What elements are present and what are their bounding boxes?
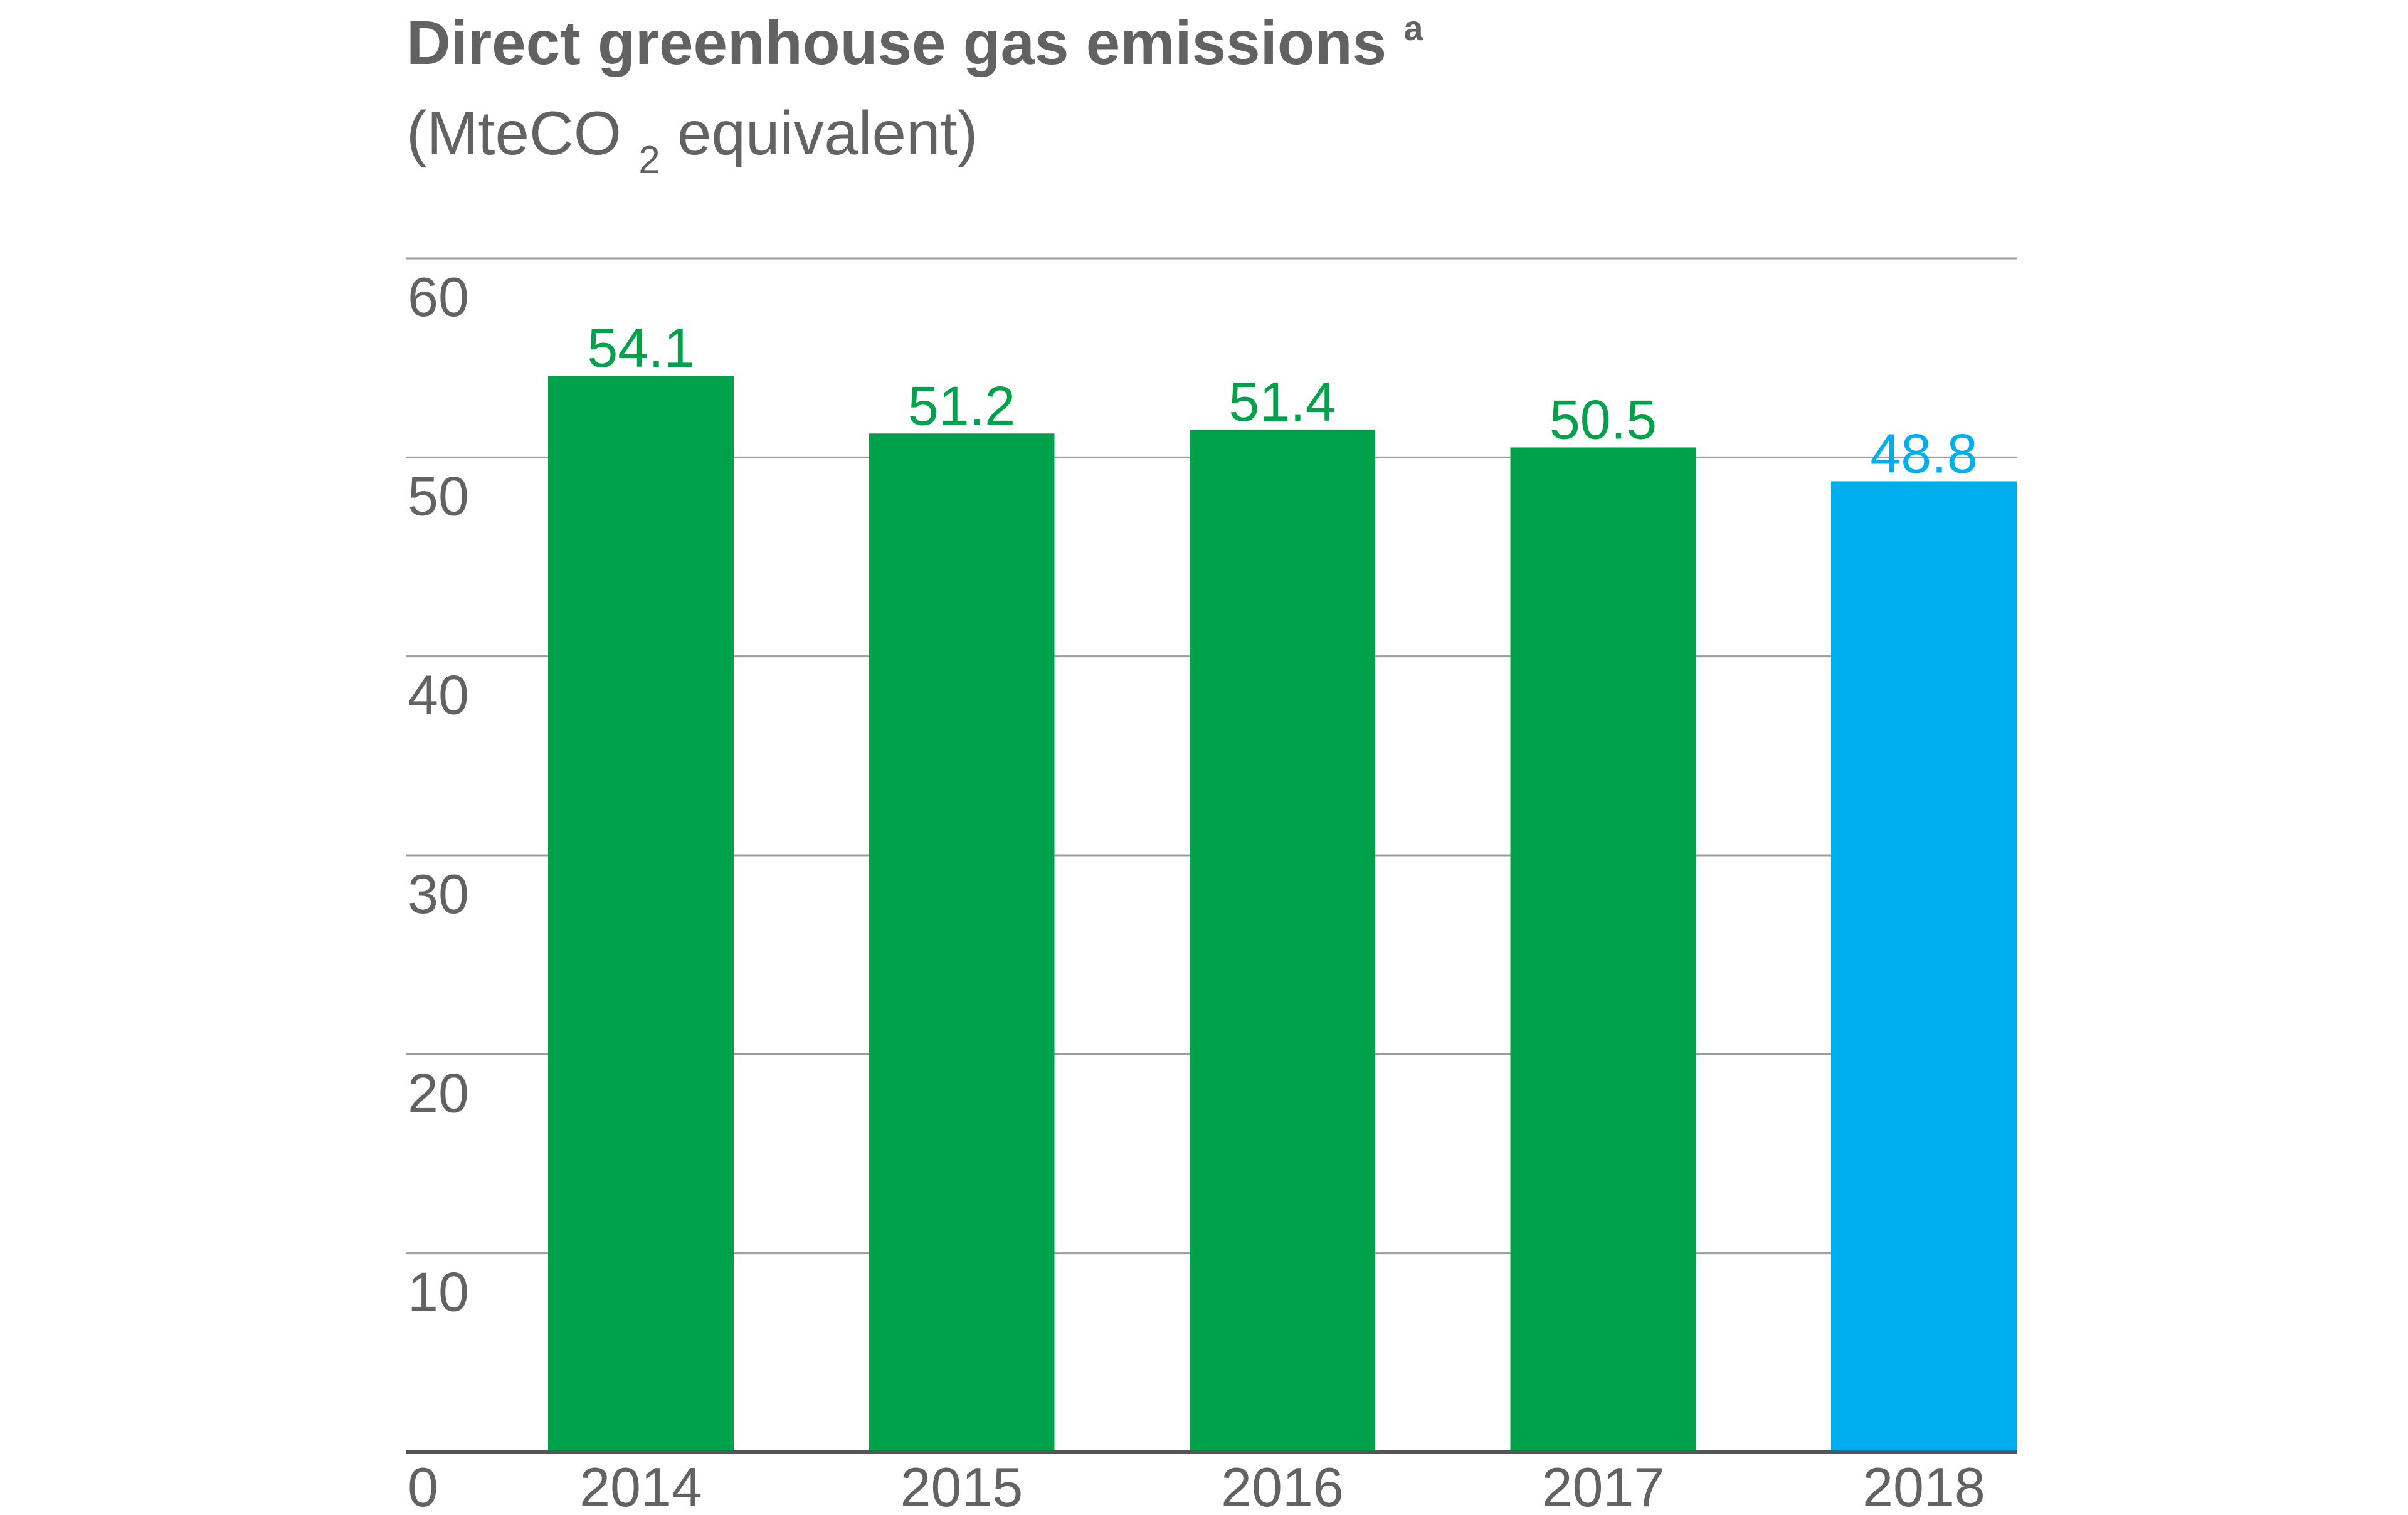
subtitle-unit-subscript: 2 [638, 139, 660, 182]
y-tick-label-20: 20 [408, 1062, 469, 1124]
data-label-2018: 48.8 [1870, 422, 1977, 484]
bar-2015 [869, 433, 1055, 1452]
bar-2014 [548, 376, 734, 1452]
x-tick-label-2014: 2014 [579, 1456, 702, 1515]
bar-2017 [1510, 447, 1696, 1452]
x-axis-ticks: 2014 2015 2016 2017 2018 [579, 1456, 1985, 1515]
chart-title: Direct greenhouse gas emissions a [406, 8, 1423, 77]
y-axis-ticks: 0 10 20 30 40 50 60 [408, 266, 469, 1515]
bars [548, 376, 2017, 1452]
bar-2016 [1190, 429, 1375, 1452]
y-tick-label-0: 0 [408, 1456, 438, 1515]
y-tick-label-10: 10 [408, 1261, 469, 1323]
x-tick-label-2016: 2016 [1221, 1456, 1344, 1515]
title-footnote-marker: a [1403, 8, 1423, 48]
x-tick-label-2015: 2015 [900, 1456, 1023, 1515]
y-tick-label-40: 40 [408, 664, 469, 726]
y-tick-label-30: 30 [408, 863, 469, 925]
y-tick-label-50: 50 [408, 465, 469, 527]
subtitle-unit-prefix: (MteCO [406, 98, 621, 167]
data-label-2017: 50.5 [1550, 388, 1657, 450]
data-label-2014: 54.1 [587, 317, 694, 379]
x-tick-label-2018: 2018 [1862, 1456, 1985, 1515]
subtitle-unit-suffix: equivalent) [677, 98, 978, 167]
x-tick-label-2017: 2017 [1542, 1456, 1665, 1515]
chart-subtitle: (MteCO 2 equivalent) [406, 98, 978, 186]
data-label-2015: 51.2 [908, 374, 1015, 436]
chart-title-text: Direct greenhouse gas emissions [406, 8, 1386, 77]
y-tick-label-60: 60 [408, 266, 469, 328]
data-label-2016: 51.4 [1228, 371, 1336, 433]
data-labels: 54.1 51.2 51.4 50.5 48.8 [587, 317, 1977, 484]
bar-2018 [1831, 481, 2017, 1452]
